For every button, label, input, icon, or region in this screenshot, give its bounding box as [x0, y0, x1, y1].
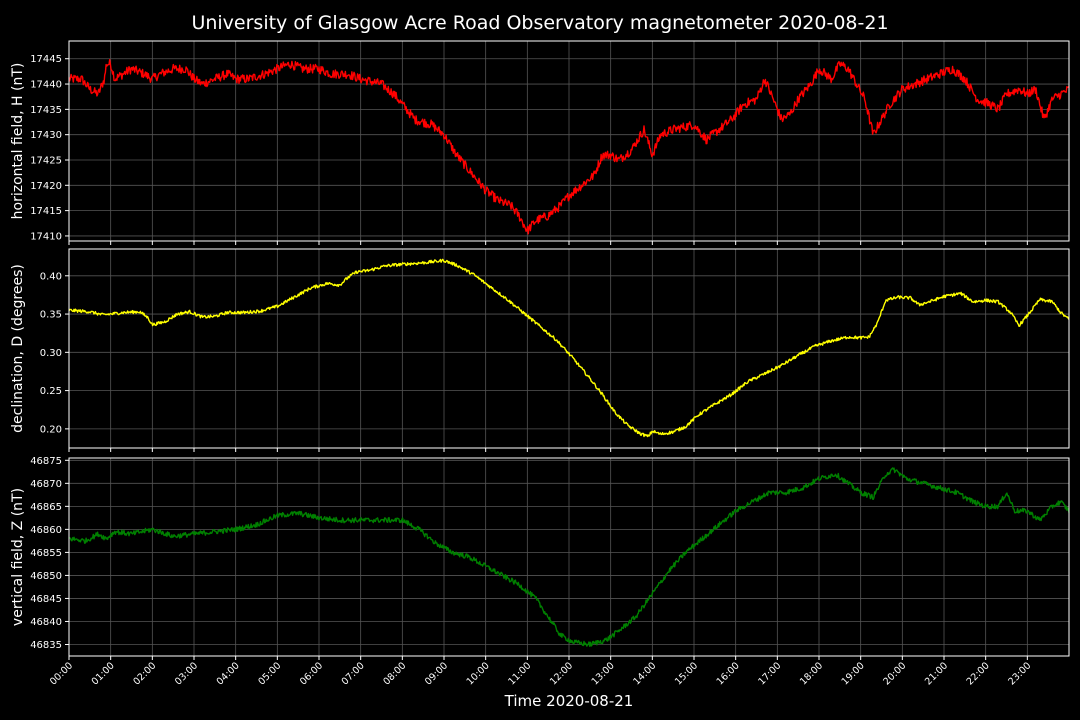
y-tick-label: 0.25	[40, 386, 62, 397]
y-tick-label: 46855	[30, 548, 62, 559]
series-line	[68, 59, 1070, 235]
y-tick-label: 0.40	[40, 271, 62, 282]
y-tick-label: 17435	[30, 105, 62, 116]
panel-frame	[68, 457, 1070, 657]
y-tick-label: 46870	[30, 479, 62, 490]
y-axis-label: vertical field, Z (nT)	[10, 488, 26, 626]
panel-frame	[68, 248, 1070, 449]
y-axis-label: declination, D (degrees)	[10, 264, 26, 433]
chart-panels: 17410 17415 17420 17425 17430 17435 17440 17445…	[10, 40, 1070, 687]
y-tick-label: 17430	[30, 130, 62, 141]
y-tick-label: 46860	[30, 525, 62, 536]
y-tick-label: 46875	[30, 456, 62, 467]
panel-1: 17410 17415 17420 17425 17430 17435 17440 17445…	[10, 40, 1070, 245]
panel-3: 46835 46840 46845 46850 46855 46860 46865 46870…	[10, 456, 1070, 660]
y-tick-label: 17445	[30, 54, 62, 65]
y-tick-label: 17440	[30, 80, 62, 91]
y-tick-label: 0.30	[40, 348, 62, 359]
x-axis-label: Time 2020-08-21	[504, 692, 634, 710]
y-tick-label: 46865	[30, 502, 62, 513]
series-line	[68, 258, 1070, 438]
y-tick-label: 17410	[30, 231, 62, 242]
y-tick-label: 46845	[30, 594, 62, 605]
y-axis-label: horizontal field, H (nT)	[10, 63, 26, 220]
chart-title: University of Glasgow Acre Road Observat…	[191, 12, 888, 34]
y-tick-label: 17415	[30, 206, 62, 217]
y-tick-label: 17425	[30, 155, 62, 166]
y-tick-label: 46850	[30, 571, 62, 582]
y-tick-label: 17420	[30, 181, 62, 192]
panel-2: 0.20 0.25 0.30 0.35 0.40 declination, D (degr…	[10, 248, 1070, 452]
y-tick-label: 46835	[30, 640, 62, 651]
y-tick-label: 0.20	[40, 424, 62, 435]
series-line	[68, 467, 1070, 647]
panel-frame	[68, 40, 1070, 242]
y-tick-label: 0.35	[40, 310, 62, 321]
y-tick-label: 46840	[30, 617, 62, 628]
